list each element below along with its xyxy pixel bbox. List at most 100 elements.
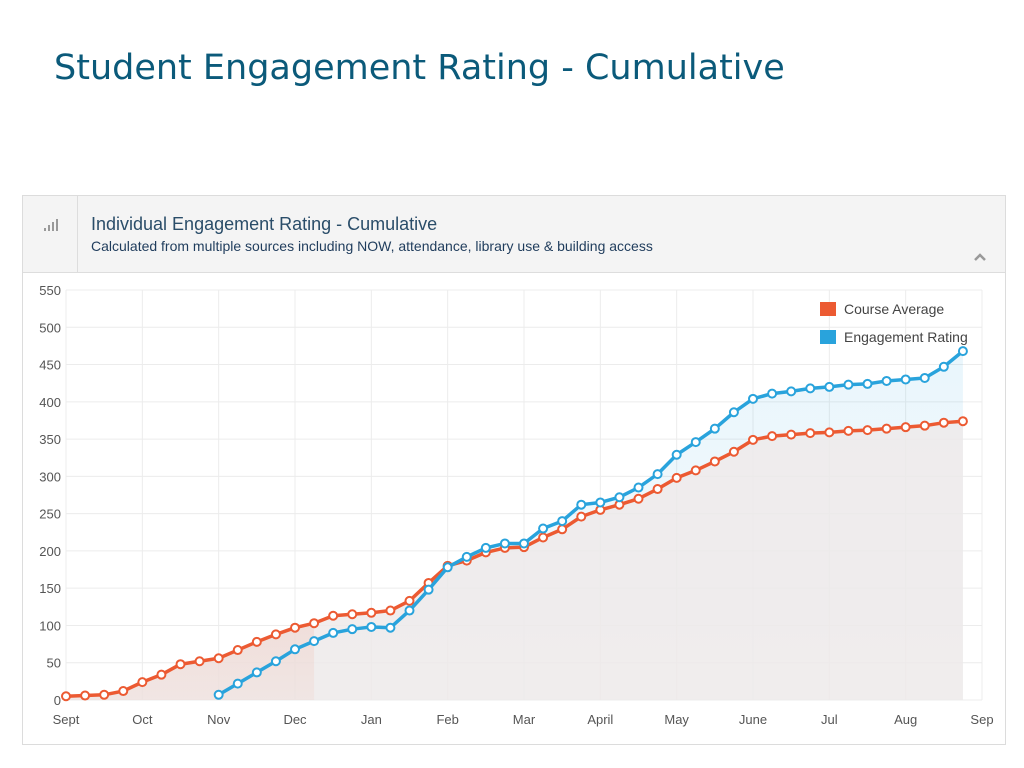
bar-chart-icon [44,219,58,231]
course-average-point [881,423,892,434]
x-tick-label: Sep [970,712,993,727]
panel-subtitle: Calculated from multiple sources includi… [91,238,653,254]
course-average-point [557,524,568,535]
course-average-point [61,691,71,702]
engagement-rating-point [232,678,243,689]
x-tick-label: Oct [132,712,153,727]
engagement-rating-point [843,379,854,390]
engagement-rating-point [709,423,720,434]
x-tick-label: Mar [513,712,536,727]
legend-label-course-average: Course Average [844,301,944,317]
course-average-point [919,420,930,431]
engagement-rating-point [423,584,434,595]
course-average-point [156,669,167,680]
course-average-point [309,618,320,629]
course-average-point [251,636,262,647]
course-average-point [728,446,739,457]
course-average-point [232,645,243,656]
engagement-rating-point [328,627,339,638]
x-tick-label: Jan [361,712,382,727]
engagement-rating-point [919,372,930,383]
legend-label-engagement-rating: Engagement Rating [844,329,968,345]
y-tick-label: 100 [39,618,61,633]
course-average-point [194,656,205,667]
course-average-point [805,428,816,439]
y-tick-label: 50 [47,656,61,671]
engagement-rating-point [614,492,625,503]
y-tick-label: 450 [39,358,61,373]
engagement-rating-point [499,538,510,549]
course-average-point [385,605,396,616]
y-tick-label: 250 [39,507,61,522]
engagement-rating-point [748,393,758,404]
course-average-point [671,472,682,483]
course-average-point [404,595,415,606]
course-average-point [366,607,377,618]
course-average-point [99,689,110,700]
course-average-area-tint [66,623,315,700]
engagement-rating-point [213,689,224,700]
header-icon-cell [23,196,78,272]
engagement-rating-point [538,523,549,534]
engagement-rating-line [217,349,965,697]
engagement-rating-point [442,562,453,573]
engagement-rating-point [461,551,472,562]
course-average-point [938,417,949,428]
x-tick-label: Feb [436,712,458,727]
engagement-rating-point [595,497,606,508]
y-tick-label: 200 [39,544,61,559]
course-average-point [538,532,549,543]
course-average-point [347,609,358,620]
engagement-rating-point [519,538,529,549]
x-tick-label: Nov [207,712,231,727]
y-tick-label: 0 [54,693,61,708]
engagement-rating-point [557,516,568,527]
course-average-point [118,686,129,697]
engagement-rating-point [576,499,587,510]
course-average-point [786,429,797,440]
course-average-point [213,653,224,664]
engagement-rating-point [671,449,682,460]
x-tick-label: Dec [283,712,307,727]
engagement-rating-point [652,469,663,480]
engagement-rating-point [404,605,415,616]
engagement-rating-point [805,383,816,394]
chevron-up-icon[interactable] [973,252,987,262]
y-tick-label: 150 [39,581,61,596]
x-tick-label: Aug [894,712,917,727]
engagement-rating-point [881,375,892,386]
course-average-point [862,425,873,436]
panel-title: Individual Engagement Rating - Cumulativ… [91,214,438,234]
x-tick-label: June [739,712,767,727]
panel-header: Individual Engagement Rating - Cumulativ… [23,196,1005,273]
engagement-rating-point [938,361,949,372]
legend-swatch-engagement-rating [820,330,836,344]
course-average-point [576,511,587,522]
course-average-point [900,422,911,433]
engagement-rating-point [251,667,262,678]
course-average-point [767,431,778,442]
course-average-point [652,484,663,495]
engagement-rating-point [385,622,396,633]
x-tick-label: Jul [821,712,838,727]
engagement-rating-point [957,346,968,357]
engagement-rating-point [366,621,377,632]
course-average-point [690,465,701,476]
engagement-rating-point [480,542,491,553]
page-title: Student Engagement Rating - Cumulative [54,48,785,88]
engagement-rating-point [290,644,300,655]
course-average-point [824,427,835,438]
engagement-rating-point [862,378,873,389]
y-tick-label: 350 [39,432,61,447]
course-average-point [957,416,968,427]
course-average-point [709,456,720,467]
engagement-rating-point [900,374,911,385]
engagement-rating-point [309,636,320,647]
engagement-rating-point [270,656,281,667]
engagement-rating-point [767,388,778,399]
engagement-rating-point [786,386,797,397]
course-average-point [843,425,854,436]
course-average-point [137,677,148,688]
course-average-point [270,629,281,640]
course-average-point [633,493,644,504]
